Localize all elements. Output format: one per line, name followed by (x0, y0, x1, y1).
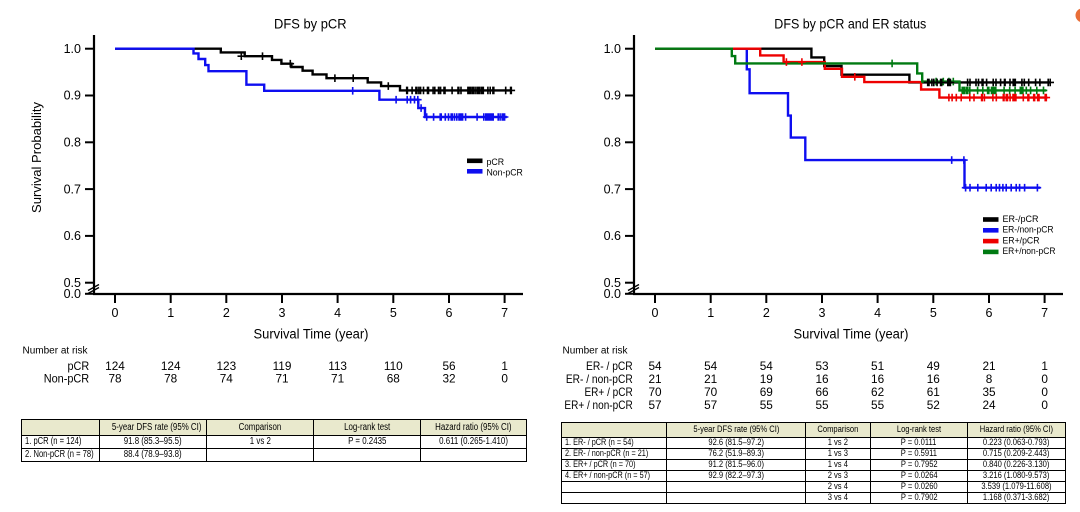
svg-text:DFS by pCR: DFS by pCR (274, 17, 347, 32)
svg-text:71: 71 (275, 372, 288, 386)
svg-text:21: 21 (704, 372, 717, 386)
svg-text:0: 0 (652, 306, 659, 320)
svg-text:2: 2 (763, 306, 770, 320)
svg-text:2: 2 (223, 306, 230, 320)
svg-text:pCR: pCR (68, 359, 90, 373)
svg-text:74: 74 (220, 372, 234, 386)
svg-text:1: 1 (501, 359, 508, 373)
svg-text:78: 78 (164, 372, 178, 386)
svg-text:0: 0 (501, 372, 508, 386)
svg-text:3: 3 (819, 306, 826, 320)
svg-text:Survival Probability: Survival Probability (29, 102, 44, 213)
svg-text:56: 56 (442, 359, 456, 373)
svg-text:66: 66 (815, 385, 829, 399)
svg-text:3: 3 (279, 306, 286, 320)
svg-text:78: 78 (108, 372, 122, 386)
svg-text:Number at risk: Number at risk (23, 346, 89, 357)
svg-text:71: 71 (331, 372, 344, 386)
svg-text:0.9: 0.9 (604, 89, 621, 103)
svg-text:113: 113 (328, 359, 347, 373)
svg-text:70: 70 (648, 385, 662, 399)
svg-text:0: 0 (1041, 398, 1048, 412)
svg-text:0.5: 0.5 (64, 276, 81, 290)
svg-text:Survival Time (year): Survival Time (year) (794, 327, 909, 342)
svg-text:1: 1 (1041, 359, 1048, 373)
svg-text:0: 0 (1041, 385, 1048, 399)
svg-text:1: 1 (707, 306, 714, 320)
svg-text:ER+/pCR: ER+/pCR (1003, 234, 1040, 245)
svg-text:68: 68 (387, 372, 401, 386)
svg-text:49: 49 (927, 359, 940, 373)
svg-text:54: 54 (648, 359, 662, 373)
svg-text:70: 70 (704, 385, 718, 399)
svg-text:0.9: 0.9 (64, 89, 81, 103)
svg-text:ER-/non-pCR: ER-/non-pCR (1003, 224, 1054, 235)
svg-text:54: 54 (704, 359, 718, 373)
svg-text:0.6: 0.6 (64, 229, 81, 243)
svg-text:21: 21 (648, 372, 661, 386)
svg-text:124: 124 (105, 359, 125, 373)
svg-text:119: 119 (273, 359, 292, 373)
svg-text:ER-/pCR: ER-/pCR (1003, 213, 1039, 224)
svg-text:Survival Time (year): Survival Time (year) (254, 327, 369, 342)
svg-text:ER- / pCR: ER- / pCR (586, 359, 633, 373)
svg-text:124: 124 (161, 359, 181, 373)
svg-text:35: 35 (982, 385, 996, 399)
svg-text:6: 6 (986, 306, 993, 320)
svg-text:4: 4 (874, 306, 881, 320)
svg-text:0.0: 0.0 (604, 287, 621, 301)
svg-text:0.7: 0.7 (64, 182, 81, 196)
svg-text:55: 55 (760, 398, 774, 412)
svg-text:Non-pCR: Non-pCR (44, 372, 90, 386)
svg-text:5: 5 (390, 306, 397, 320)
svg-text:55: 55 (871, 398, 885, 412)
svg-text:0: 0 (112, 306, 119, 320)
svg-text:pCR: pCR (487, 156, 505, 167)
svg-text:ER+/non-pCR: ER+/non-pCR (1003, 245, 1056, 256)
svg-text:ER+ / non-pCR: ER+ / non-pCR (564, 398, 632, 412)
svg-text:19: 19 (760, 372, 773, 386)
svg-text:62: 62 (871, 385, 884, 399)
svg-text:0: 0 (1041, 372, 1048, 386)
svg-text:57: 57 (704, 398, 717, 412)
svg-text:52: 52 (927, 398, 940, 412)
svg-text:1: 1 (167, 306, 174, 320)
svg-text:0.0: 0.0 (64, 287, 81, 301)
svg-text:4: 4 (334, 306, 341, 320)
svg-text:0.6: 0.6 (604, 229, 621, 243)
svg-text:0.8: 0.8 (604, 136, 621, 150)
svg-text:32: 32 (442, 372, 455, 386)
svg-text:DFS by pCR and ER status: DFS by pCR and ER status (774, 17, 926, 32)
svg-text:61: 61 (927, 385, 940, 399)
svg-text:7: 7 (1041, 306, 1048, 320)
svg-text:69: 69 (760, 385, 773, 399)
svg-text:Non-pCR: Non-pCR (487, 166, 524, 177)
svg-text:1.0: 1.0 (604, 42, 621, 56)
svg-text:123: 123 (216, 359, 236, 373)
svg-text:6: 6 (446, 306, 453, 320)
svg-text:ER+ / pCR: ER+ / pCR (585, 385, 633, 399)
svg-text:8: 8 (986, 372, 993, 386)
svg-text:21: 21 (982, 359, 995, 373)
svg-text:0.8: 0.8 (64, 136, 81, 150)
svg-text:ER- / non-pCR: ER- / non-pCR (566, 372, 633, 386)
svg-text:51: 51 (871, 359, 884, 373)
svg-text:1.0: 1.0 (64, 42, 81, 56)
svg-text:16: 16 (927, 372, 941, 386)
svg-text:55: 55 (815, 398, 829, 412)
svg-text:24: 24 (982, 398, 996, 412)
svg-text:0.7: 0.7 (604, 182, 621, 196)
svg-text:16: 16 (871, 372, 885, 386)
svg-text:53: 53 (815, 359, 829, 373)
svg-text:0.5: 0.5 (604, 276, 621, 290)
svg-text:16: 16 (815, 372, 829, 386)
svg-text:57: 57 (648, 398, 661, 412)
svg-text:5: 5 (930, 306, 937, 320)
svg-text:Number at risk: Number at risk (563, 346, 629, 357)
svg-text:54: 54 (760, 359, 774, 373)
svg-text:7: 7 (501, 306, 508, 320)
svg-text:110: 110 (384, 359, 403, 373)
